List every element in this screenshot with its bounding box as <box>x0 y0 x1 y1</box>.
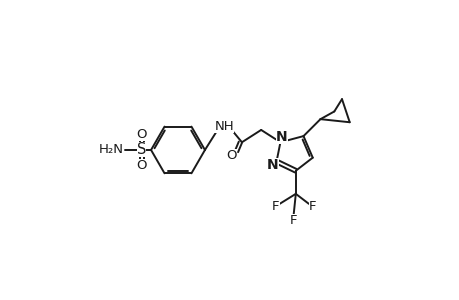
Text: F: F <box>308 200 316 213</box>
Text: O: O <box>226 149 237 162</box>
Text: N: N <box>266 158 278 172</box>
Text: N: N <box>275 130 287 144</box>
Text: O: O <box>136 159 147 172</box>
Text: S: S <box>137 142 146 158</box>
Text: O: O <box>136 128 147 141</box>
Text: H₂N: H₂N <box>98 143 123 157</box>
Text: F: F <box>271 200 279 213</box>
Text: F: F <box>289 214 297 227</box>
Text: NH: NH <box>214 120 234 134</box>
